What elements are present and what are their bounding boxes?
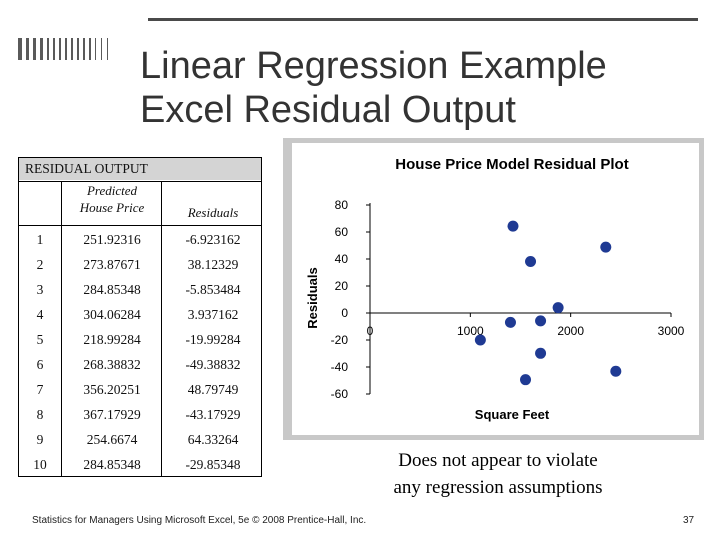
table-row: 9 254.6674 64.33264 [19, 427, 261, 452]
top-rule [148, 18, 698, 21]
x-tick-label: 3000 [658, 324, 685, 338]
table-heading: RESIDUAL OUTPUT [19, 158, 261, 180]
table-rule [19, 225, 261, 226]
table-row: 2 273.87671 38.12329 [19, 252, 261, 277]
table-row: 4 304.06284 3.937162 [19, 302, 261, 327]
data-point [610, 365, 622, 377]
y-axis-label: Residuals [305, 267, 320, 328]
table-row: 10 284.85348 -29.85348 [19, 452, 261, 477]
col-header-predicted: Predicted House Price [63, 182, 161, 216]
residual-cell: 3.937162 [187, 307, 239, 322]
data-point [474, 334, 486, 346]
predicted-cell: 304.06284 [83, 307, 141, 322]
y-tick-label: -40 [331, 360, 349, 374]
obs-cell: 3 [36, 282, 44, 297]
table-rule [19, 181, 261, 182]
x-tick-label: 0 [367, 324, 374, 338]
obs-cell: 7 [36, 382, 44, 397]
obs-cell: 5 [36, 332, 44, 347]
title-line-2: Excel Residual Output [140, 89, 516, 131]
table-row: 7 356.20251 48.79749 [19, 377, 261, 402]
data-point [600, 241, 612, 253]
y-tick-label: 20 [335, 279, 349, 293]
data-point [507, 220, 519, 232]
table-divider [161, 182, 162, 476]
obs-cell: 8 [36, 407, 44, 422]
x-axis-label: Square Feet [475, 407, 550, 422]
page-number: 37 [683, 515, 695, 526]
table-row: 5 218.99284 -19.99284 [19, 327, 261, 352]
residual-plot: House Price Model Residual Plot Residuals… [305, 156, 685, 422]
data-point [552, 302, 564, 314]
x-tick-label: 1000 [457, 324, 484, 338]
residual-cell: -49.38832 [185, 357, 241, 372]
predicted-cell: 254.6674 [86, 432, 138, 447]
y-tick-label: -60 [331, 387, 349, 401]
residual-cell: -19.99284 [185, 332, 241, 347]
obs-cell: 1 [36, 232, 44, 247]
note-line-2: any regression assumptions [393, 477, 603, 498]
obs-cell: 9 [36, 432, 44, 447]
predicted-cell: 273.87671 [83, 257, 141, 272]
residual-cell: -6.923162 [185, 232, 241, 247]
predicted-cell: 218.99284 [83, 332, 141, 347]
data-point [525, 256, 537, 268]
y-tick-label: 0 [341, 306, 348, 320]
table-row: 6 268.38832 -49.38832 [19, 352, 261, 377]
chart-title: House Price Model Residual Plot [395, 156, 628, 173]
col-header-residuals: Residuals [187, 205, 239, 220]
title-line-1: Linear Regression Example [140, 45, 607, 87]
residual-cell: -5.853484 [185, 282, 241, 297]
y-tick-label: -20 [331, 333, 349, 347]
data-point [535, 347, 547, 359]
table-row: 3 284.85348 -5.853484 [19, 277, 261, 302]
data-point [535, 315, 547, 327]
residual-cell: 48.79749 [187, 382, 239, 397]
obs-cell: 10 [33, 457, 47, 472]
y-tick-label: 80 [335, 198, 349, 212]
data-point [504, 316, 516, 328]
slide-title: Linear Regression Example Excel Residual… [140, 44, 700, 132]
residual-cell: 64.33264 [187, 432, 239, 447]
conclusion-note: Does not appear to violate any regressio… [370, 447, 626, 501]
predicted-cell: 284.85348 [83, 282, 141, 297]
predicted-cell: 251.92316 [83, 232, 141, 247]
obs-cell: 4 [36, 307, 44, 322]
y-tick-label: 40 [335, 252, 349, 266]
residual-cell: -29.85348 [185, 457, 241, 472]
predicted-cell: 268.38832 [83, 357, 141, 372]
chart-area [292, 143, 699, 435]
footer-text: Statistics for Managers Using Microsoft … [32, 515, 367, 526]
predicted-cell: 284.85348 [83, 457, 141, 472]
table-row: 1 251.92316 -6.923162 [19, 227, 261, 252]
col-header-predicted-line1: Predicted [86, 183, 138, 198]
x-tick-label: 2000 [557, 324, 584, 338]
obs-cell: 2 [36, 257, 44, 272]
data-point [520, 374, 532, 386]
residual-output-table: RESIDUAL OUTPUT Predicted House Price Re… [18, 157, 262, 477]
residual-cell: 38.12329 [187, 257, 239, 272]
table-row: 8 367.17929 -43.17929 [19, 402, 261, 427]
col-header-predicted-line2: House Price [79, 200, 145, 215]
residual-cell: -43.17929 [185, 407, 241, 422]
obs-cell: 6 [36, 357, 44, 372]
table-divider [61, 182, 62, 476]
note-line-1: Does not appear to violate [398, 450, 598, 471]
predicted-cell: 356.20251 [83, 382, 141, 397]
y-tick-label: 60 [335, 225, 349, 239]
predicted-cell: 367.17929 [83, 407, 141, 422]
